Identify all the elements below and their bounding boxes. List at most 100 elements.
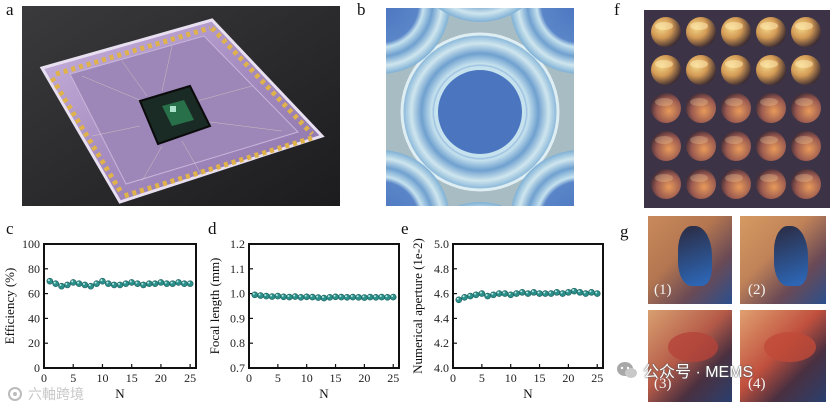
panel-label-d: d [208, 219, 217, 238]
x-tick-label: 25 [387, 371, 399, 385]
data-point [181, 280, 188, 287]
lens-dot-highlight [655, 98, 673, 106]
plot-frame [452, 243, 604, 369]
data-point [542, 290, 549, 297]
data-point [472, 291, 480, 299]
data-point-highlight [77, 281, 80, 284]
lens-dot-highlight [690, 60, 708, 68]
data-point [490, 291, 497, 299]
data-point [343, 294, 351, 301]
x-axis-label: N [523, 386, 533, 401]
data-point [122, 280, 130, 287]
data-point [326, 294, 334, 301]
data-point-highlight [391, 294, 394, 297]
g-label-3: (3) [654, 376, 672, 392]
lens-dot-highlight [690, 136, 708, 144]
data-point [570, 287, 578, 295]
lens-dot [721, 93, 751, 123]
watermark-right: 公众号 · MEMS [616, 358, 753, 382]
data-point [384, 294, 391, 301]
lens-dot-highlight [655, 136, 673, 144]
data-point-highlight [188, 281, 191, 284]
y-tick-label: 4.6 [434, 287, 449, 301]
chart-d: 0.7 0.8 0.9 1.0 1.1 1.2 0 5 10 15 20 25 N Focal lengt… [207, 237, 400, 401]
x-tick-label: 0 [246, 371, 252, 385]
lens-dot [721, 55, 751, 85]
y-tick-label: 80 [28, 262, 40, 276]
y-tick-label: 4.0 [434, 361, 449, 375]
lens-dot [756, 169, 786, 199]
x-tick-label: 15 [534, 371, 546, 385]
panel-label-b: b [357, 0, 366, 19]
g-label-4: (4) [748, 376, 766, 392]
data-point [366, 293, 374, 301]
y-axis-label: Efficiency (%) [2, 268, 17, 345]
data-point [349, 293, 357, 301]
chart-c: 0 20 40 60 80 100 0 5 10 15 20 25 N Efficiency (%) [2, 237, 197, 401]
panel-label-f: f [614, 0, 620, 19]
data-point-highlight [595, 291, 598, 294]
y-tick-label: 0.8 [230, 336, 245, 350]
data-point-highlight [252, 292, 255, 295]
data-point-highlight [322, 295, 324, 298]
data-point-highlight [141, 282, 144, 285]
panel-label-c: c [6, 219, 14, 238]
data-point-highlight [47, 279, 50, 282]
data-point-highlight [258, 293, 261, 296]
data-point-highlight [485, 293, 488, 296]
data-point-highlight [560, 291, 563, 294]
data-point-highlight [350, 294, 353, 297]
data-point-highlight [379, 294, 382, 297]
data-point [145, 280, 153, 287]
x-axis-label: N [319, 386, 329, 401]
x-axis-label: N [115, 386, 125, 401]
x-tick-label: 20 [155, 371, 167, 385]
data-point [461, 294, 468, 301]
data-point-highlight [65, 282, 68, 285]
lens-dot-highlight [725, 98, 743, 106]
y-tick-label: 0.9 [230, 311, 245, 325]
data-point-highlight [316, 295, 319, 298]
data-point [593, 290, 601, 297]
lens-dot [791, 131, 821, 161]
data-point [536, 290, 543, 297]
data-point-highlight [554, 290, 557, 293]
y-tick-label: 20 [28, 336, 40, 350]
lens-dot [721, 169, 751, 199]
data-point-highlight [385, 295, 388, 298]
data-point-highlight [264, 293, 267, 296]
data-point [163, 280, 171, 287]
data-point-highlight [59, 284, 62, 287]
data-point [87, 282, 95, 290]
data-point-highlight [479, 291, 482, 294]
y-axis-label: Focal length (mm) [207, 258, 222, 355]
data-point-highlight [164, 281, 167, 284]
data-point [274, 292, 282, 300]
watermark-left-text: 六軸跨境 [28, 386, 84, 402]
data-point [116, 281, 124, 289]
data-point [169, 280, 176, 287]
x-tick-label: 10 [505, 371, 517, 385]
data-point [553, 289, 561, 296]
x-tick-label: 10 [96, 371, 108, 385]
data-point-highlight [497, 291, 500, 294]
lens-dot-highlight [725, 22, 743, 30]
data-point [338, 293, 345, 301]
data-point [69, 279, 77, 286]
data-point [582, 290, 589, 297]
data-point-highlight [176, 280, 179, 283]
data-point-highlight [158, 280, 161, 283]
chip-photo [22, 6, 340, 206]
y-tick-label: 0.7 [230, 361, 245, 375]
data-point [507, 291, 514, 299]
lens-dot-highlight [760, 98, 778, 106]
data-point-highlight [543, 291, 546, 294]
data-point-highlight [462, 295, 465, 298]
panel-label-e: e [401, 219, 409, 238]
lens-dot [686, 131, 716, 161]
data-point [134, 280, 141, 287]
data-point-highlight [572, 289, 575, 292]
data-point-highlight [298, 295, 301, 298]
data-point-highlight [82, 282, 85, 285]
data-point [467, 292, 474, 300]
